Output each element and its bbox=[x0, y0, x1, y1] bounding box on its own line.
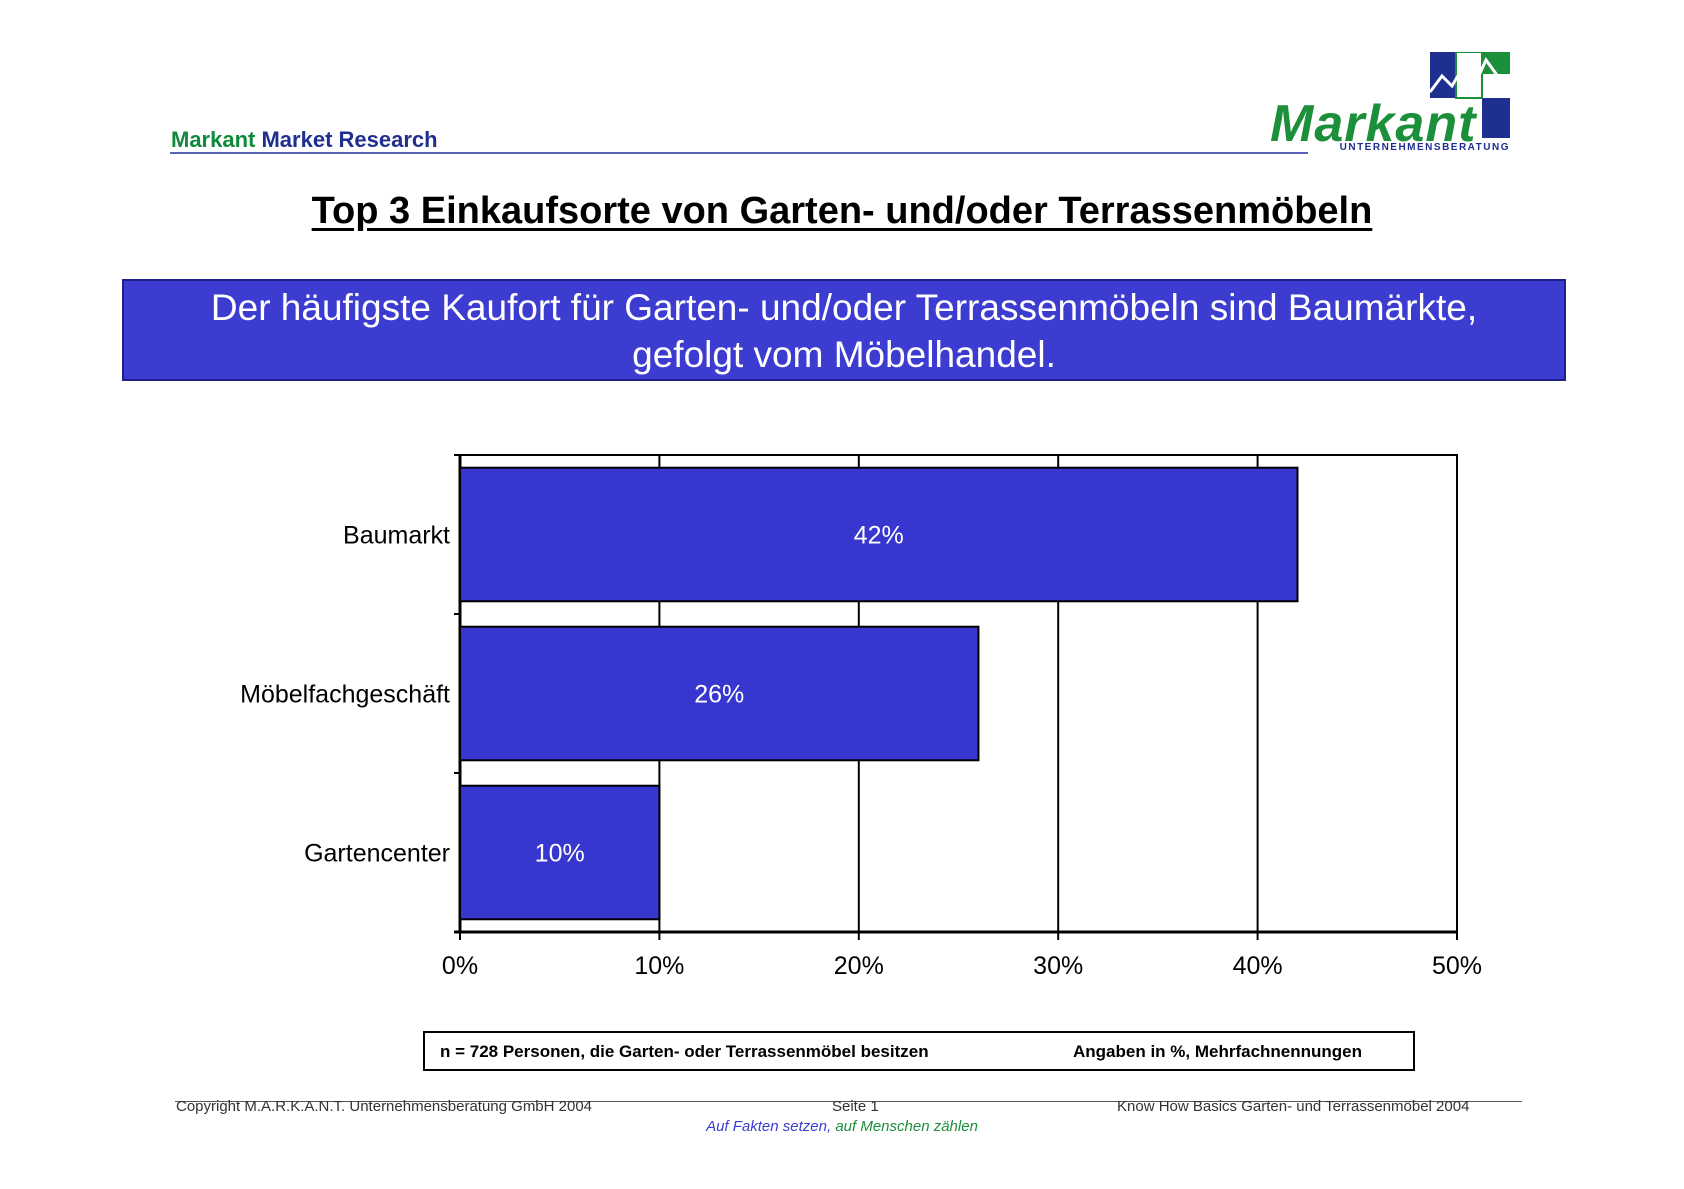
page-title: Top 3 Einkaufsorte von Garten- und/oder … bbox=[311, 190, 1373, 232]
bar bbox=[459, 466, 1299, 603]
logo-mark-icon bbox=[1428, 52, 1510, 138]
x-tick-label: 50% bbox=[1432, 952, 1482, 980]
x-tick-label: 20% bbox=[834, 952, 884, 980]
banner-line-1: Der häufigste Kaufort für Garten- und/od… bbox=[210, 287, 1478, 328]
x-tick-label: 0% bbox=[442, 952, 478, 980]
slogan-part1: Auf Fakten setzen, bbox=[706, 1118, 832, 1135]
category-label: Gartencenter bbox=[304, 840, 450, 868]
category-label: Baumarkt bbox=[343, 522, 450, 550]
category-label: Möbelfachgeschäft bbox=[240, 681, 450, 709]
markant-logo: Markant UNTERNEHMENSBERATUNG bbox=[1270, 52, 1510, 156]
brand-text: Markant Market Research bbox=[171, 127, 438, 153]
sample-note-box: n = 728 Personen, die Garten- oder Terra… bbox=[423, 1031, 1415, 1071]
data-label: 10% bbox=[535, 840, 585, 868]
footer-document-title: Know How Basics Garten- und Terrassenmöb… bbox=[1117, 1098, 1470, 1115]
bar bbox=[459, 625, 980, 762]
header-rule bbox=[170, 152, 1308, 154]
x-tick-label: 40% bbox=[1233, 952, 1283, 980]
footer-copyright: Copyright M.A.R.K.A.N.T. Unternehmensber… bbox=[176, 1098, 593, 1115]
x-tick-label: 10% bbox=[634, 952, 684, 980]
units-note: Angaben in %, Mehrfachnennungen bbox=[1073, 1042, 1363, 1061]
data-label: 26% bbox=[694, 681, 744, 709]
brand-part2: Market Research bbox=[261, 127, 438, 152]
summary-banner: Der häufigste Kaufort für Garten- und/od… bbox=[122, 279, 1566, 381]
bar bbox=[459, 784, 661, 921]
footer-slogan: Auf Fakten setzen, auf Menschen zählen bbox=[0, 1118, 1684, 1135]
logo-subtitle: UNTERNEHMENSBERATUNG bbox=[1339, 142, 1510, 153]
logo-wordmark: Markant bbox=[1270, 95, 1477, 153]
footer-page-number: Seite 1 bbox=[832, 1098, 879, 1115]
data-label: 42% bbox=[854, 522, 904, 550]
x-tick-label: 30% bbox=[1033, 952, 1083, 980]
footer-rule bbox=[175, 1101, 1522, 1102]
banner-line-2: gefolgt vom Möbelhandel. bbox=[632, 334, 1056, 375]
brand-part1: Markant bbox=[171, 127, 256, 152]
slogan-part2: auf Menschen zählen bbox=[835, 1118, 978, 1135]
sample-size-note: n = 728 Personen, die Garten- oder Terra… bbox=[440, 1042, 929, 1061]
